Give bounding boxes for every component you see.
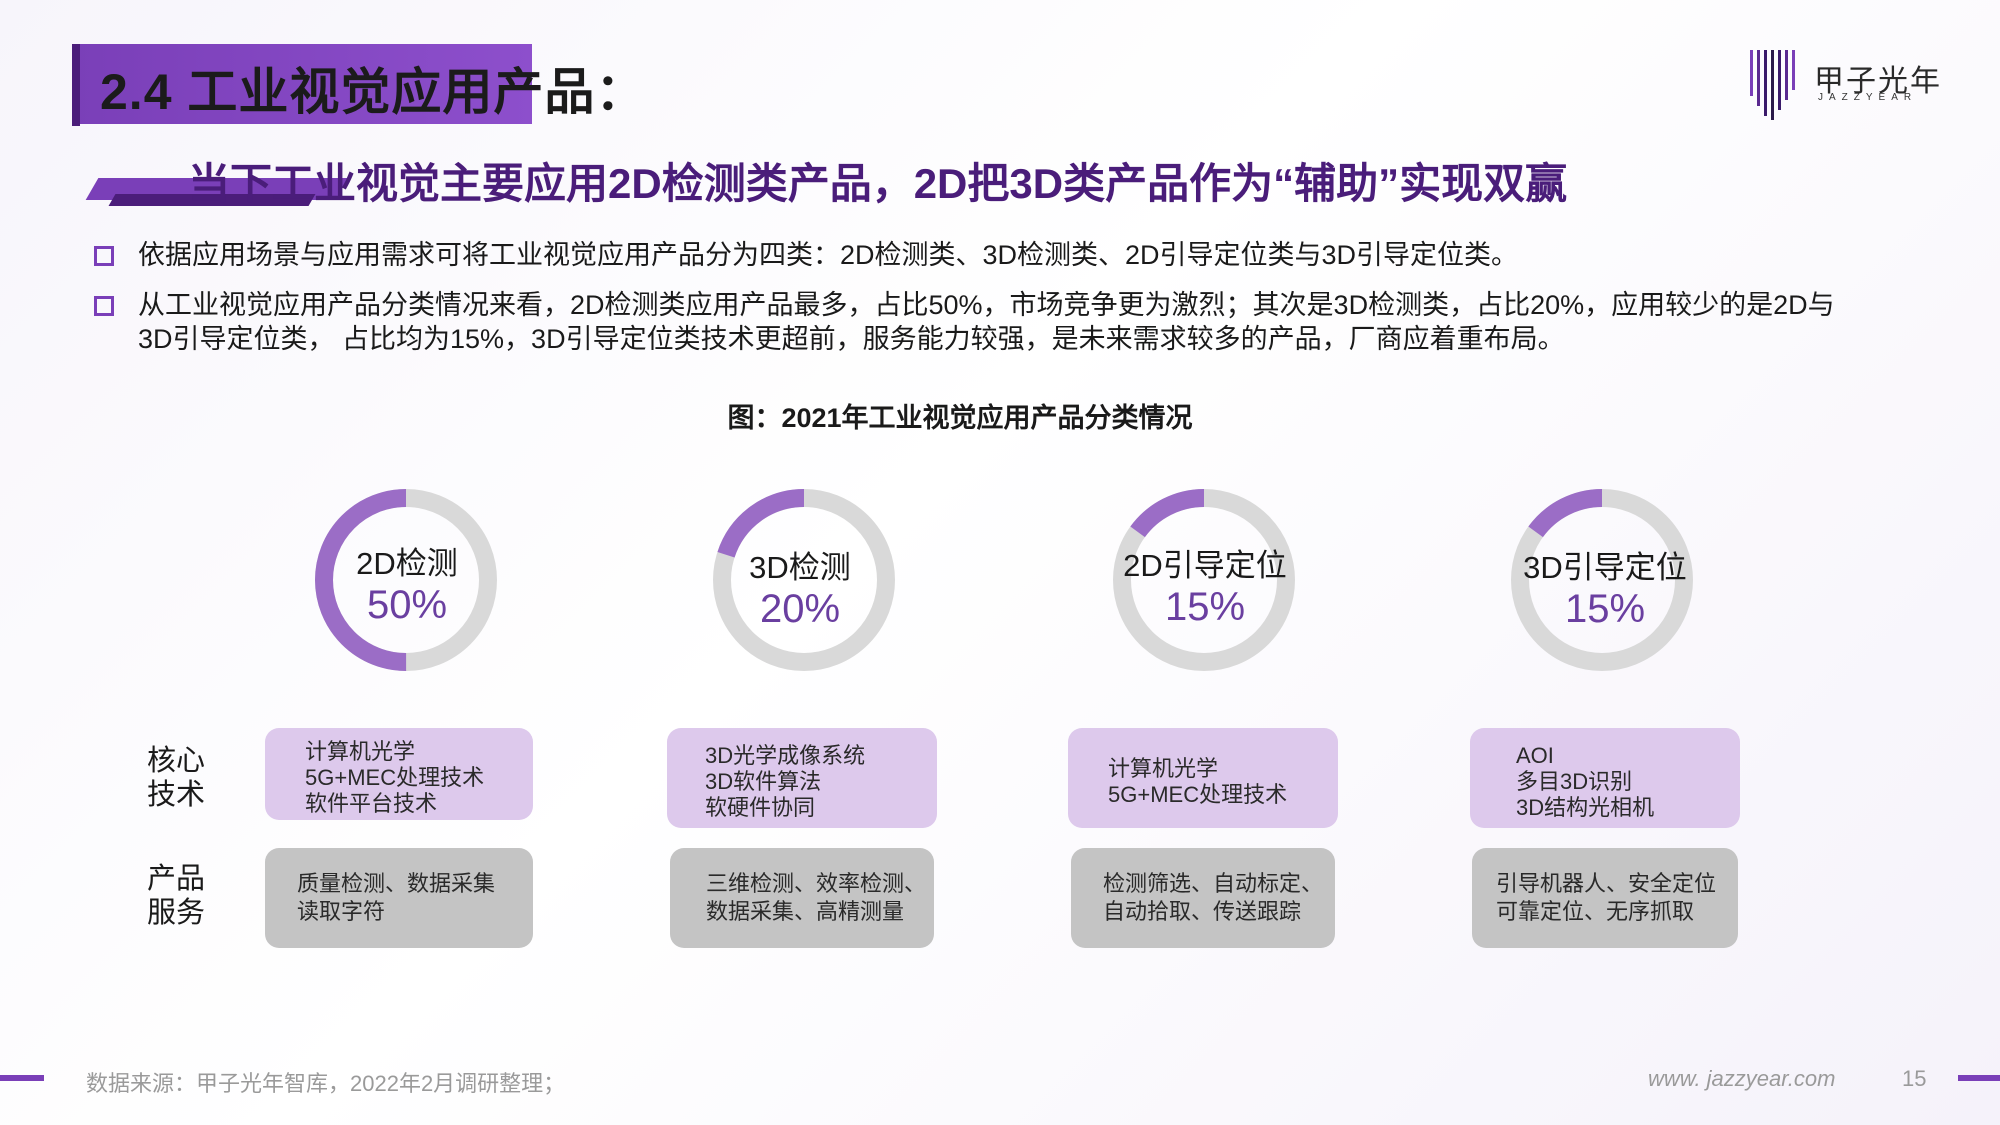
service-item: 数据采集、高精测量: [706, 899, 905, 924]
service-box-2d-guide: 检测筛选、自动标定、 自动拾取、传送跟踪: [1071, 848, 1335, 948]
row-label-core-tech: 核心 技术: [146, 744, 206, 812]
donut-value: 50%: [366, 583, 448, 627]
service-item: 可靠定位、无序抓取: [1496, 899, 1695, 924]
service-item: 读取字符: [297, 899, 386, 924]
tech-box-3d-guide: AOI 多目3D识别 3D结构光相机: [1470, 728, 1740, 828]
bullet-icon: [94, 246, 114, 266]
tech-item: 3D结构光相机: [1516, 795, 1655, 820]
donut-category: 3D检测: [749, 550, 851, 585]
tech-item: 软件平台技术: [305, 791, 438, 816]
tech-item: 3D软件算法: [705, 769, 822, 794]
row-label-line: 核心: [146, 745, 205, 777]
donut-value: 15%: [1564, 587, 1646, 631]
donut-label-2d-guide: 2D引导定位 15%: [1105, 540, 1305, 630]
logo-text-en: JAZZYEAR: [1818, 92, 1918, 103]
service-box-3d-guide: 引导机器人、安全定位 可靠定位、无序抓取: [1472, 848, 1738, 948]
chart-title: 图：2021年工业视觉应用产品分类情况: [727, 403, 1193, 433]
service-box-2d-detect: 质量检测、数据采集 读取字符: [265, 848, 533, 948]
tech-item: 软硬件协同: [705, 795, 816, 820]
service-item: 三维检测、效率检测、: [706, 871, 927, 896]
tech-item: 3D光学成像系统: [705, 743, 866, 768]
donut-value: 15%: [1164, 585, 1246, 629]
service-item: 自动拾取、传送跟踪: [1103, 899, 1302, 924]
donut-category: 2D检测: [356, 546, 458, 581]
logo-text-cn: 甲子光年: [1814, 64, 1942, 99]
footer-accent-right: [1958, 1075, 2000, 1081]
website-link[interactable]: www. jazzyear.com: [1648, 1066, 1836, 1091]
row-label-line: 服务: [146, 897, 205, 929]
donut-segment: [1113, 489, 1295, 671]
row-label-line: 产品: [146, 863, 205, 895]
footer-accent-left: [0, 1075, 44, 1081]
tech-box-2d-detect: 计算机光学 5G+MEC处理技术 软件平台技术: [265, 728, 533, 820]
row-label-product-service: 产品 服务: [146, 862, 206, 930]
donut-category: 2D引导定位: [1123, 548, 1287, 583]
donut-category: 3D引导定位: [1523, 550, 1687, 585]
service-item: 质量检测、数据采集: [297, 871, 496, 896]
donut-label-3d-guide: 3D引导定位 15%: [1505, 542, 1705, 632]
data-source: 数据来源：甲子光年智库，2022年2月调研整理；: [86, 1071, 566, 1096]
donut-segment: [1511, 489, 1693, 671]
donut-label-3d-detect: 3D检测 20%: [700, 542, 900, 632]
row-label-line: 技术: [146, 779, 205, 811]
tech-item: 多目3D识别: [1516, 769, 1633, 794]
bullet-text-2-line1: 从工业视觉应用产品分类情况来看，2D检测类应用产品最多，占比50%，市场竞争更为…: [138, 290, 1835, 320]
donut-segment: [315, 489, 497, 671]
tech-item: 5G+MEC处理技术: [305, 765, 485, 790]
bullet-text-1: 依据应用场景与应用需求可将工业视觉应用产品分为四类：2D检测类、3D检测类、2D…: [138, 240, 1519, 270]
tech-item: AOI: [1516, 743, 1554, 768]
tech-item: 5G+MEC处理技术: [1108, 782, 1288, 807]
donut-charts: [315, 489, 1693, 671]
service-box-3d-detect: 三维检测、效率检测、 数据采集、高精测量: [670, 848, 934, 948]
logo-icon: [1750, 50, 1795, 120]
tech-box-2d-guide: 计算机光学 5G+MEC处理技术: [1068, 728, 1338, 828]
service-item: 检测筛选、自动标定、: [1103, 871, 1324, 896]
donut-label-2d-detect: 2D检测 50%: [307, 538, 507, 628]
donut-value: 20%: [759, 587, 841, 631]
bullet-text-2-line2: 3D引导定位类， 占比均为15%，3D引导定位类技术更超前，服务能力较强，是未来…: [138, 324, 1565, 354]
service-item: 引导机器人、安全定位: [1496, 871, 1717, 896]
title-bar-edge: [72, 44, 80, 126]
bullet-icon: [94, 296, 114, 316]
tech-box-3d-detect: 3D光学成像系统 3D软件算法 软硬件协同: [667, 728, 937, 828]
page-title: 2.4 工业视觉应用产品：: [100, 64, 647, 120]
donut-segment: [713, 489, 895, 671]
page-number: 15: [1902, 1066, 1927, 1091]
tech-item: 计算机光学: [1108, 756, 1219, 781]
title-bar-background: [72, 44, 532, 124]
tech-item: 计算机光学: [305, 739, 416, 764]
subtitle: 当下工业视觉主要应用2D检测类产品，2D把3D类产品作为“辅助”实现双赢: [188, 160, 1568, 207]
